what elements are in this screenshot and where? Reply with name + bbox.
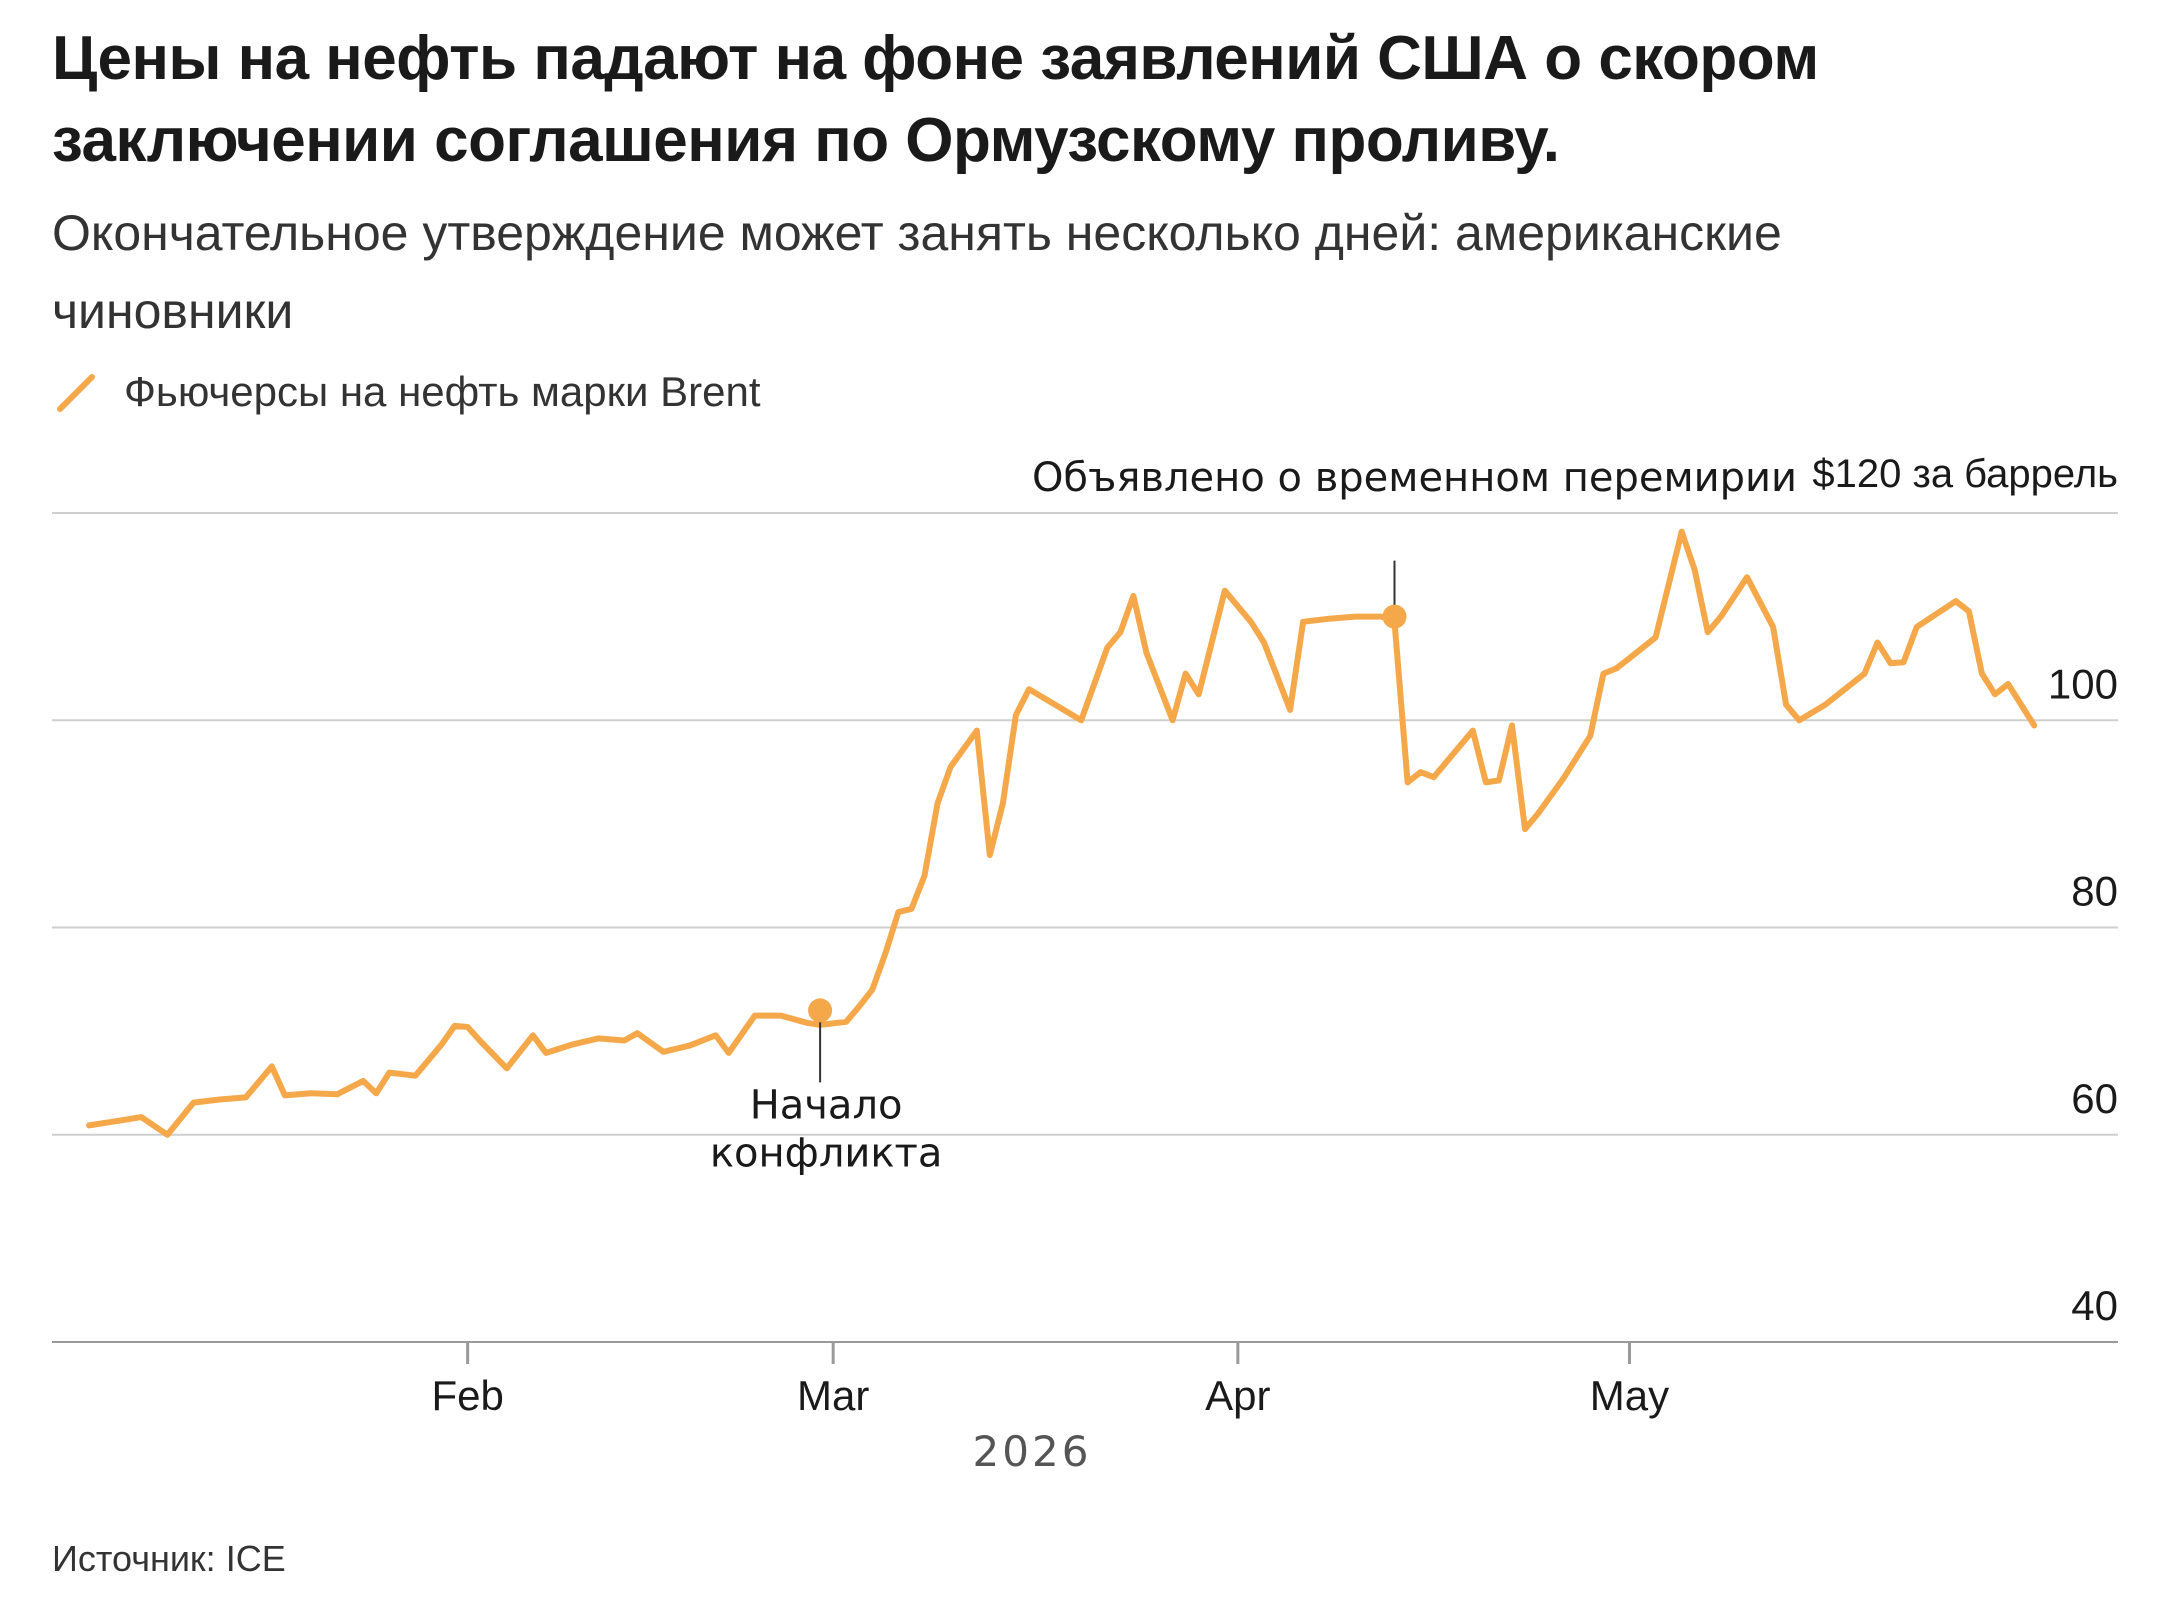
x-axis-label: 2026 xyxy=(973,1427,1092,1476)
legend: Фьючерсы на нефть марки Brent xyxy=(52,362,761,422)
x-tick-label: May xyxy=(1590,1372,1669,1419)
series-line xyxy=(86,528,2038,1138)
legend-label: Фьючерсы на нефть марки Brent xyxy=(124,368,761,415)
y-tick-label: 40 xyxy=(2071,1282,2118,1329)
y-tick-label: $120 за баррель xyxy=(1812,452,2118,496)
chart-headline: Цены на нефть падают на фоне заявлений С… xyxy=(52,24,1819,175)
annotation-marker xyxy=(1382,604,1407,629)
annotation-label: конфликта xyxy=(710,1130,943,1176)
chart-subtitle: Окончательное утверждение может занять н… xyxy=(52,205,1782,339)
y-tick-label: 60 xyxy=(2071,1075,2118,1122)
x-tick-label: Mar xyxy=(797,1372,869,1419)
diagonal-line-swatch-icon xyxy=(52,367,102,417)
y-tick-label: 100 xyxy=(2048,660,2118,707)
y-tick-label: 80 xyxy=(2071,868,2118,915)
annotation-marker xyxy=(808,998,833,1023)
source-note: Источник: ICE xyxy=(52,1538,286,1579)
annotation-label: Начало xyxy=(750,1082,903,1128)
annotation-label: Объявлено о временном перемирии xyxy=(1032,455,1797,501)
x-tick-label: Feb xyxy=(431,1372,503,1419)
x-tick-label: Apr xyxy=(1205,1372,1270,1419)
